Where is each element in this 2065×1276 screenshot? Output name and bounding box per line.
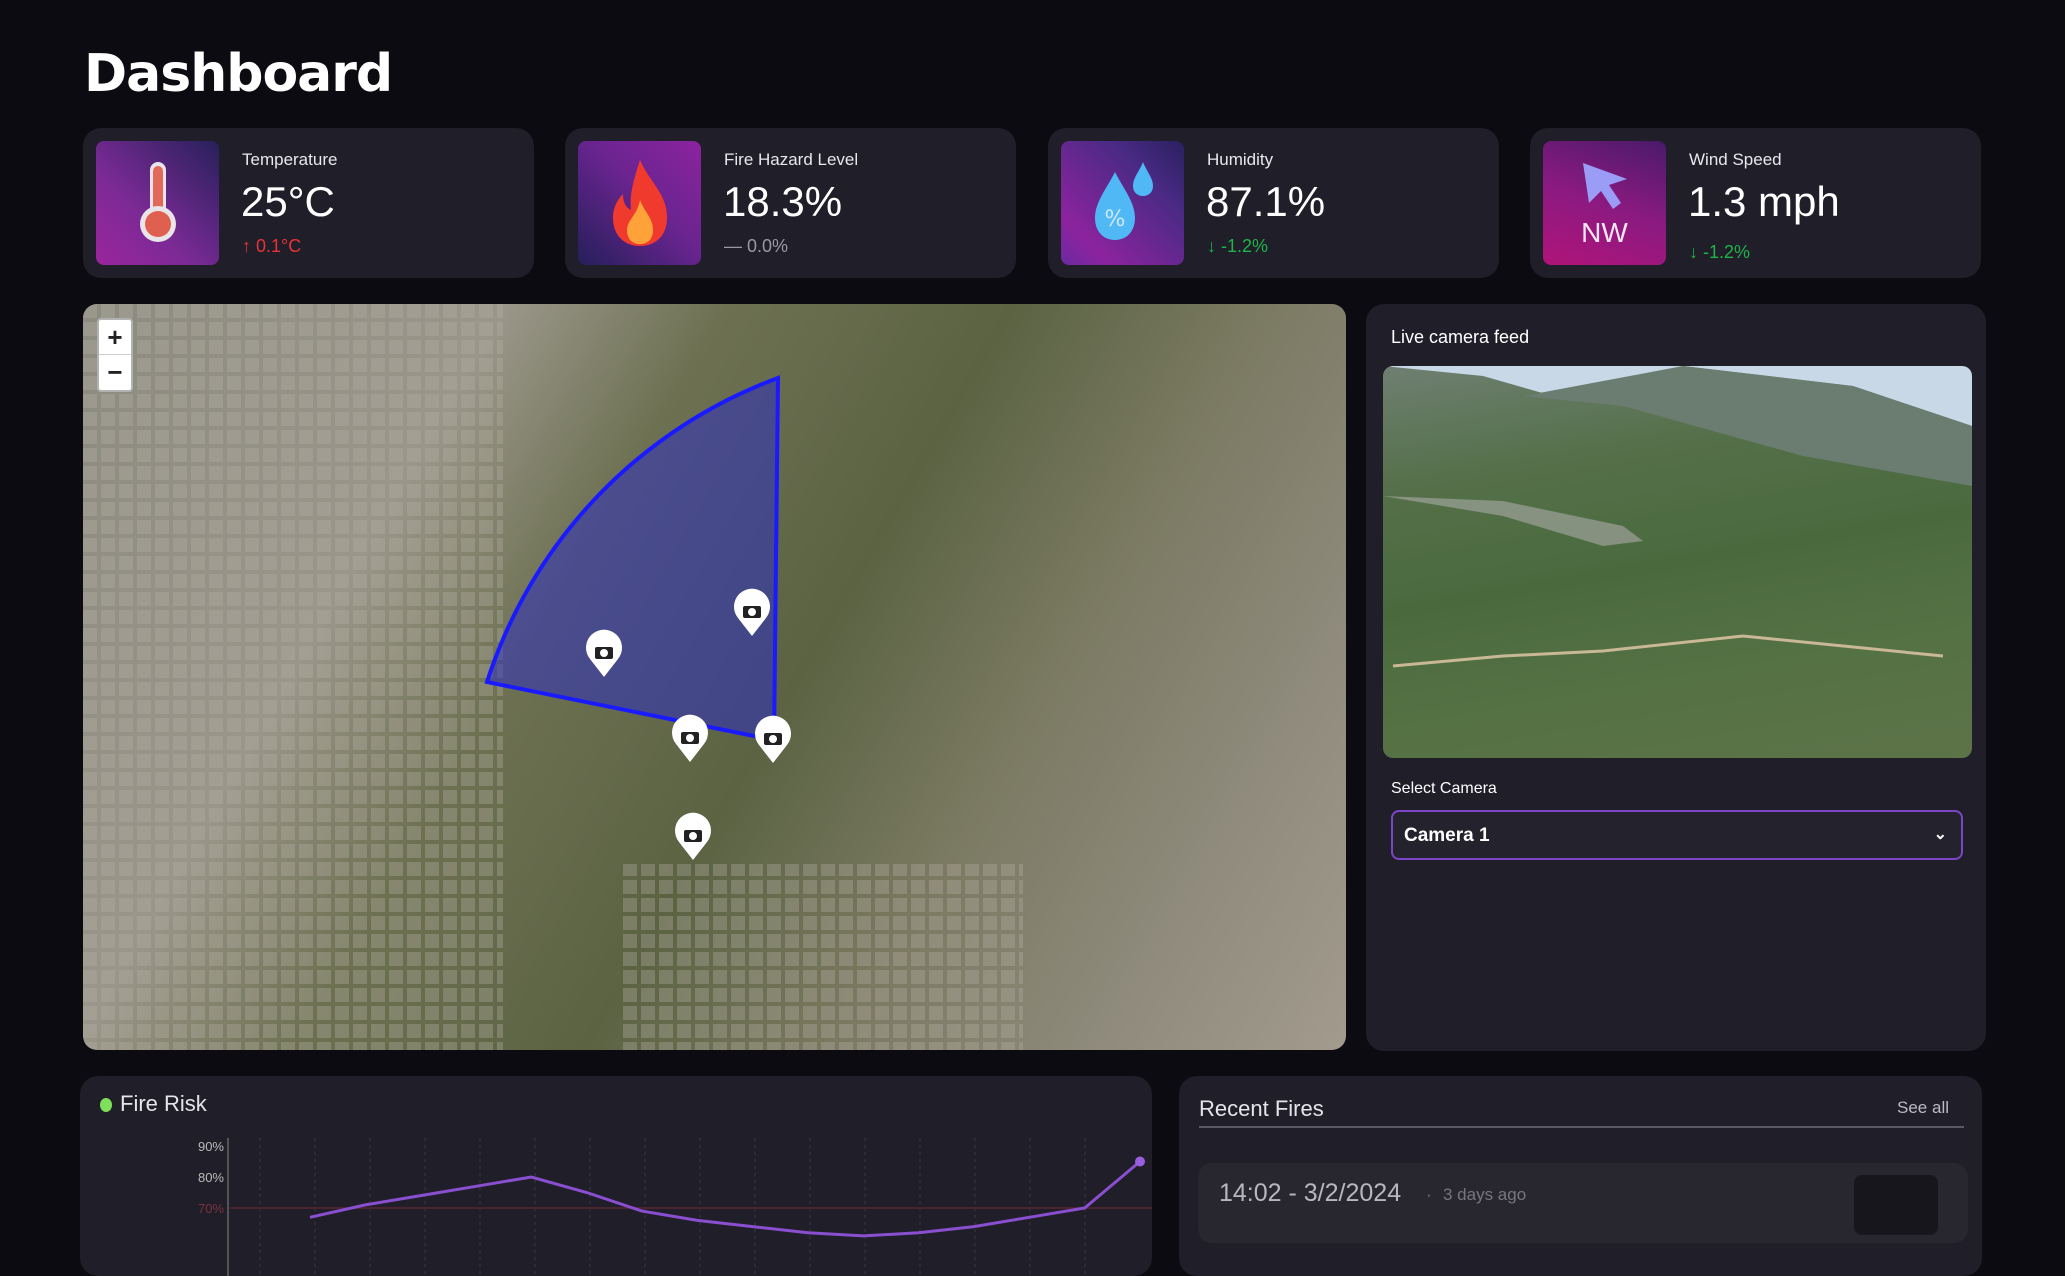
- stat-value: 25°C: [241, 178, 335, 225]
- camera-select[interactable]: Camera 1 ⌄: [1391, 810, 1963, 860]
- fire-risk-panel: Fire Risk 90% 80% 70%: [80, 1076, 1152, 1276]
- data-point: [1135, 1156, 1145, 1167]
- stat-delta: -1.2%: [1703, 242, 1751, 262]
- arrow-down-icon: ↓: [1207, 236, 1222, 256]
- stat-card-temperature: Temperature 25°C ↑ 0.1°C: [83, 128, 534, 278]
- recent-fires-panel: Recent Fires See all 14:02 - 3/2/2024 · …: [1179, 1076, 1982, 1276]
- fire-risk-chart: 90% 80% 70%: [198, 1138, 1152, 1276]
- risk-line: [309, 1160, 1141, 1238]
- fire-list-item[interactable]: 14:02 - 3/2/2024 · 3 days ago: [1198, 1163, 1968, 1243]
- stat-delta: 0.1°C: [256, 236, 302, 256]
- water-drop-icon: %: [1061, 141, 1184, 265]
- svg-text:%: %: [1104, 207, 1125, 232]
- stat-card-fire-hazard: Fire Hazard Level 18.3% — 0.0%: [565, 128, 1016, 278]
- wind-arrow-icon: NW: [1543, 141, 1666, 265]
- camera-feed-image: [1383, 366, 1972, 758]
- y-tick-label: 80%: [198, 1170, 224, 1185]
- divider: [1199, 1126, 1964, 1128]
- fire-time: 14:02 - 3/2/2024: [1219, 1179, 1402, 1207]
- status-dot-icon: [100, 1098, 112, 1112]
- zoom-out-button[interactable]: −: [107, 357, 123, 387]
- zoom-control: + −: [97, 318, 133, 392]
- y-tick-label: 70%: [198, 1201, 224, 1216]
- stat-label: Wind Speed: [1689, 150, 1782, 169]
- stat-delta: 0.0%: [747, 236, 789, 256]
- camera-panel: Live camera feed Select Camera Camera 1 …: [1366, 304, 1986, 1051]
- camera-coverage-sector: [484, 375, 781, 743]
- y-tick-label: 90%: [198, 1139, 224, 1154]
- stat-value: 18.3%: [723, 178, 843, 225]
- arrow-down-icon: ↓: [1689, 242, 1704, 262]
- select-camera-label: Select Camera: [1391, 780, 1497, 797]
- camera-marker-icon: [734, 588, 770, 636]
- wind-direction: NW: [1581, 217, 1628, 248]
- fire-ago: 3 days ago: [1443, 1185, 1527, 1204]
- camera-marker-icon: [675, 812, 711, 860]
- stat-card-wind-speed: NW Wind Speed 1.3 mph ↓ -1.2%: [1530, 128, 1981, 278]
- camera-panel-title: Live camera feed: [1391, 327, 1530, 347]
- stat-card-humidity: % Humidity 87.1% ↓ -1.2%: [1048, 128, 1499, 278]
- stat-label: Temperature: [242, 150, 338, 169]
- dash-icon: —: [724, 236, 748, 256]
- camera-marker-icon: [755, 715, 791, 763]
- thermometer-icon: [96, 141, 219, 265]
- chevron-down-icon: ⌄: [1933, 826, 1947, 843]
- zoom-in-button[interactable]: +: [99, 320, 131, 355]
- recent-fires-title: Recent Fires: [1199, 1096, 1324, 1121]
- stat-label: Fire Hazard Level: [724, 150, 859, 169]
- page-title: Dashboard: [84, 44, 393, 104]
- camera-marker-icon: [672, 714, 708, 762]
- arrow-up-icon: ↑: [242, 236, 257, 256]
- fire-icon: [578, 141, 701, 265]
- stat-value: 1.3 mph: [1688, 178, 1840, 225]
- camera-marker-icon: [586, 629, 622, 677]
- map[interactable]: + −: [83, 304, 1346, 1050]
- stat-value: 87.1%: [1206, 178, 1326, 225]
- stat-label: Humidity: [1207, 150, 1274, 169]
- fire-thumbnail: [1854, 1175, 1938, 1235]
- see-all-link[interactable]: See all: [1897, 1098, 1949, 1117]
- camera-markers: [586, 588, 791, 860]
- map-overlay: [83, 304, 1023, 1050]
- camera-select-value: Camera 1: [1404, 825, 1490, 846]
- fire-risk-title: Fire Risk: [120, 1091, 207, 1116]
- stat-delta: -1.2%: [1221, 236, 1269, 256]
